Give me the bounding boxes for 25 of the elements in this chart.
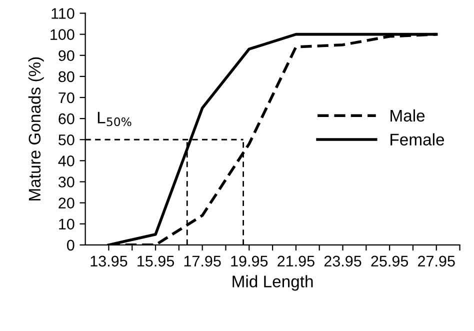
x-tick-label: 23.95 [324, 256, 362, 267]
y-tick-label: 10 [59, 218, 74, 230]
x-tick-label: 21.95 [278, 256, 314, 267]
legend-label: Male [390, 109, 425, 122]
y-tick-label: 40 [58, 156, 74, 166]
annotation: L$_{50%}$ [98, 112, 132, 126]
x-tick-label: 25.95 [371, 256, 408, 267]
y-tick-label: 0 [67, 240, 74, 251]
x-tick-label: 13.95 [90, 256, 128, 267]
y-tick-label: 60 [58, 113, 74, 124]
y-tick-label: 110 [52, 8, 74, 19]
y-tick-label: 90 [58, 50, 74, 62]
y-tick-label: 30 [58, 176, 74, 188]
y-tick-label: 50 [58, 134, 74, 146]
y-axis-title: Mature Gonads (%) [28, 57, 44, 200]
y-tick-label: 80 [58, 71, 74, 82]
y-tick-label: 100 [50, 29, 74, 40]
x-tick-label: 15.95 [138, 256, 174, 267]
legend-label: Female [390, 133, 444, 146]
x-tick-label: 17.95 [184, 256, 221, 267]
y-tick-label: 70 [58, 92, 74, 104]
x-tick-label: 27.95 [418, 256, 455, 267]
x-tick-label: 19.95 [231, 256, 268, 267]
x-axis-title: Mid Length [232, 275, 313, 291]
y-tick-label: 20 [58, 198, 74, 208]
